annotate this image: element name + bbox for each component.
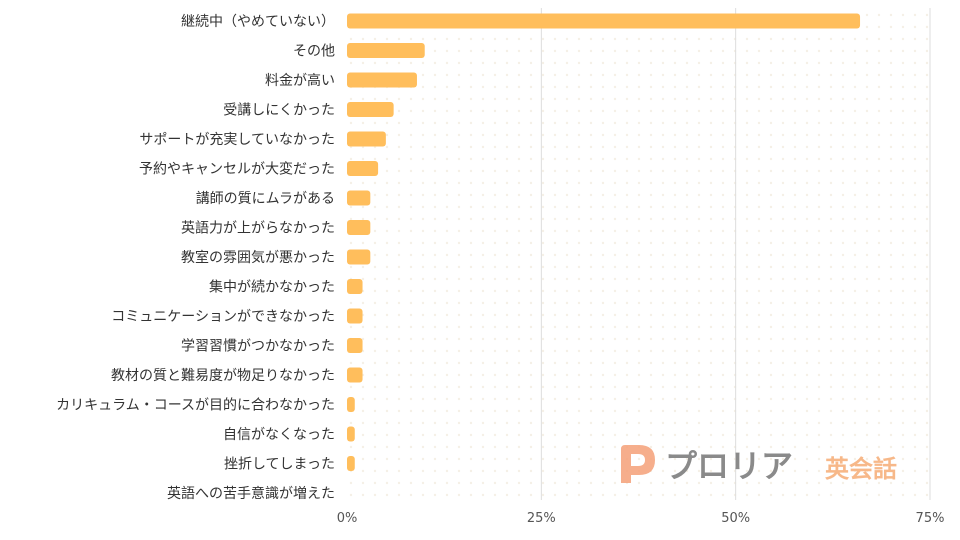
- category-label: 教材の質と難易度が物足りなかった: [111, 368, 335, 384]
- category-label: 英語への苦手意識が増えた: [167, 485, 335, 502]
- category-label: 講師の質にムラがある: [196, 191, 335, 207]
- x-axis-tick-labels: 0% 25% 50% 75%: [337, 511, 945, 526]
- x-tick-label: 25%: [527, 511, 556, 526]
- bar: [347, 338, 363, 353]
- bar: [347, 13, 861, 29]
- category-label: 継続中（やめていない）: [181, 13, 335, 30]
- logo-brand-text: プロリア: [665, 447, 793, 485]
- bar: [347, 102, 394, 117]
- bar: [347, 161, 379, 176]
- bar: [347, 220, 371, 235]
- bar: [347, 397, 355, 412]
- x-tick-label: 75%: [916, 511, 945, 526]
- bar: [347, 426, 355, 442]
- category-label: 英語力が上がらなかった: [181, 220, 335, 237]
- category-label: サポートが充実していなかった: [139, 132, 335, 148]
- bar: [347, 279, 363, 294]
- category-label: 教室の雰囲気が悪かった: [181, 249, 335, 266]
- category-label: 挫折してしまった: [224, 457, 335, 473]
- category-label: カリキュラム・コースが目的に合わなかった: [56, 398, 335, 414]
- logo-mark-icon: [621, 445, 655, 483]
- bar: [347, 190, 371, 206]
- plot-background: [347, 8, 930, 500]
- brand-logo: プロリア 英会話: [621, 445, 897, 485]
- category-label: 学習習慣がつかなかった: [181, 338, 335, 355]
- category-label: 受講しにくかった: [223, 103, 335, 119]
- gridlines: [540, 8, 931, 500]
- bar: [347, 43, 425, 58]
- x-tick-label: 0%: [337, 511, 358, 526]
- category-labels: 継続中（やめていない） その他料金が高い受講しにくかったサポートが充実していなかっ…: [56, 13, 335, 502]
- category-label: コミュニケーションができなかった: [111, 309, 335, 325]
- bar: [347, 456, 355, 471]
- bar: [347, 367, 363, 383]
- bar: [347, 131, 386, 147]
- category-label: 集中が続かなかった: [209, 279, 335, 296]
- category-label: 自信がなくなった: [223, 427, 335, 443]
- bar: [347, 249, 371, 265]
- category-label: 予約やキャンセルが大変だった: [139, 161, 335, 178]
- logo-suffix-text: 英会話: [825, 455, 897, 483]
- category-label: 料金が高い: [265, 72, 335, 89]
- bar: [347, 72, 417, 88]
- bars: [347, 13, 861, 471]
- bar: [347, 308, 363, 324]
- x-tick-label: 50%: [721, 511, 750, 526]
- category-label: その他: [293, 44, 335, 60]
